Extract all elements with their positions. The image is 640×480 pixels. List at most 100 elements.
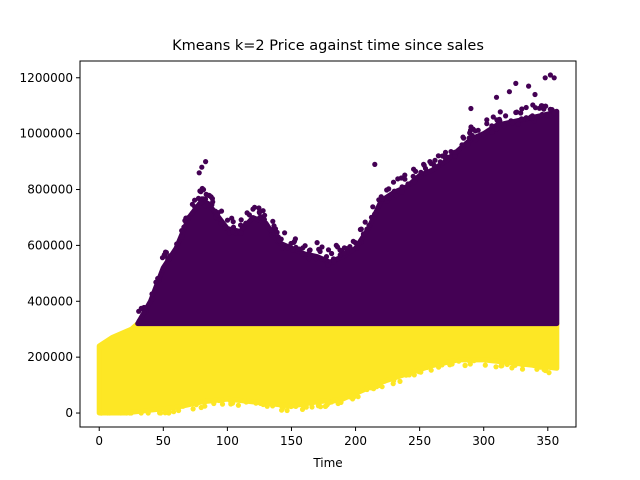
x-tick-label: 0: [95, 434, 103, 448]
cluster-0-point: [390, 179, 397, 185]
cluster-0-point: [199, 196, 205, 202]
cluster-1-point: [241, 398, 248, 404]
cluster-1-point: [138, 410, 144, 416]
cluster-0-point: [354, 245, 360, 251]
cluster-0-point: [142, 305, 148, 311]
cluster-1-point: [329, 399, 335, 405]
cluster-0-point: [262, 212, 268, 218]
cluster-0-point: [468, 124, 474, 130]
cluster-0-point: [395, 176, 401, 182]
cluster-0-point: [166, 256, 172, 262]
cluster-0-point: [399, 184, 405, 190]
cluster-1-point: [447, 362, 453, 368]
cluster-0-point: [501, 123, 507, 129]
cluster-0-point: [163, 249, 169, 256]
cluster-1-point: [428, 367, 434, 373]
cluster-0-point: [432, 157, 438, 163]
cluster-1-point: [482, 362, 488, 368]
cluster-0-point: [341, 245, 347, 251]
x-tick-label: 50: [156, 434, 171, 448]
cluster-0-point: [156, 275, 162, 281]
cluster-1-point: [284, 407, 290, 414]
cluster-0-point: [160, 267, 166, 273]
cluster-0-point: [384, 187, 390, 193]
plot-area: [96, 72, 560, 416]
cluster-0-outlier: [196, 170, 202, 176]
cluster-0-point: [222, 225, 228, 231]
cluster-0-point: [442, 149, 449, 155]
cluster-1-point: [511, 362, 517, 368]
cluster-0-point: [179, 228, 185, 234]
cluster-0-point: [299, 251, 305, 257]
cluster-0-point: [212, 208, 218, 214]
cluster-1-point: [278, 403, 284, 409]
cluster-1-point: [286, 403, 292, 409]
cluster-0-point: [195, 204, 202, 210]
cluster-0-point: [282, 230, 288, 236]
cluster-0-point: [331, 259, 337, 265]
cluster-1-point: [118, 410, 124, 416]
cluster-0-point: [292, 236, 298, 242]
cluster-0-outlier: [432, 164, 438, 170]
cluster-1-point: [265, 400, 271, 407]
y-tick-label: 800000: [27, 183, 73, 197]
cluster-1-point: [397, 378, 403, 384]
cluster-0-point: [189, 210, 195, 216]
cluster-0-point: [270, 218, 276, 224]
cluster-0-point: [532, 105, 539, 111]
x-axis-label: Time: [312, 456, 342, 470]
cluster-0-point: [490, 114, 496, 120]
cluster-0-point: [230, 229, 236, 235]
cluster-0-point: [302, 243, 308, 249]
x-axis: 0 50 100 150 200 250 300 350: [95, 427, 559, 448]
cluster-0-point: [141, 310, 147, 316]
cluster-0-point: [393, 192, 399, 199]
cluster-1-point: [293, 403, 299, 409]
cluster-0-outlier: [372, 161, 378, 167]
cluster-1-point: [301, 403, 308, 409]
cluster-0-point: [153, 279, 159, 285]
cluster-1-point: [439, 362, 445, 368]
cluster-0-outlier: [532, 91, 538, 98]
cluster-0-point: [182, 218, 188, 224]
cluster-0-point: [261, 217, 267, 223]
cluster-0-point: [410, 173, 416, 179]
cluster-0-point: [435, 153, 441, 159]
cluster-1-region: [96, 321, 560, 416]
cluster-0-point: [452, 153, 458, 159]
cluster-0-point: [189, 201, 195, 207]
cluster-0-point: [494, 126, 500, 132]
cluster-0-point: [341, 250, 347, 256]
cluster-0-outlier: [199, 164, 205, 170]
cluster-1-point: [193, 402, 199, 408]
cluster-1-point: [543, 365, 549, 371]
cluster-0-point: [179, 234, 185, 240]
cluster-0-point: [214, 212, 221, 218]
cluster-0-point: [405, 181, 411, 187]
y-tick-label: 0: [65, 406, 73, 420]
cluster-0-point: [207, 193, 213, 199]
cluster-1-point: [374, 384, 380, 390]
cluster-0-point: [484, 121, 490, 127]
cluster-0-point: [523, 104, 529, 111]
cluster-0-point: [229, 215, 235, 221]
cluster-0-point: [325, 247, 332, 253]
plot-frame: [79, 60, 577, 428]
cluster-0-point: [244, 210, 250, 216]
y-tick-label: 200000: [27, 350, 73, 364]
x-tick-label: 250: [408, 434, 431, 448]
cluster-0-point: [411, 166, 417, 172]
cluster-0-point: [459, 142, 465, 148]
cluster-0-point: [379, 196, 385, 202]
y-tick-label: 400000: [27, 294, 73, 308]
cluster-0-point: [319, 244, 325, 250]
cluster-0-point: [307, 247, 313, 253]
cluster-0-point: [465, 142, 471, 148]
cluster-1-point: [467, 361, 473, 367]
cluster-0-outlier: [542, 75, 548, 81]
cluster-1-point: [227, 398, 234, 404]
cluster-0-point: [199, 185, 205, 192]
cluster-0-point: [360, 231, 366, 237]
cluster-1-point: [498, 363, 504, 369]
cluster-0-point: [306, 255, 312, 262]
